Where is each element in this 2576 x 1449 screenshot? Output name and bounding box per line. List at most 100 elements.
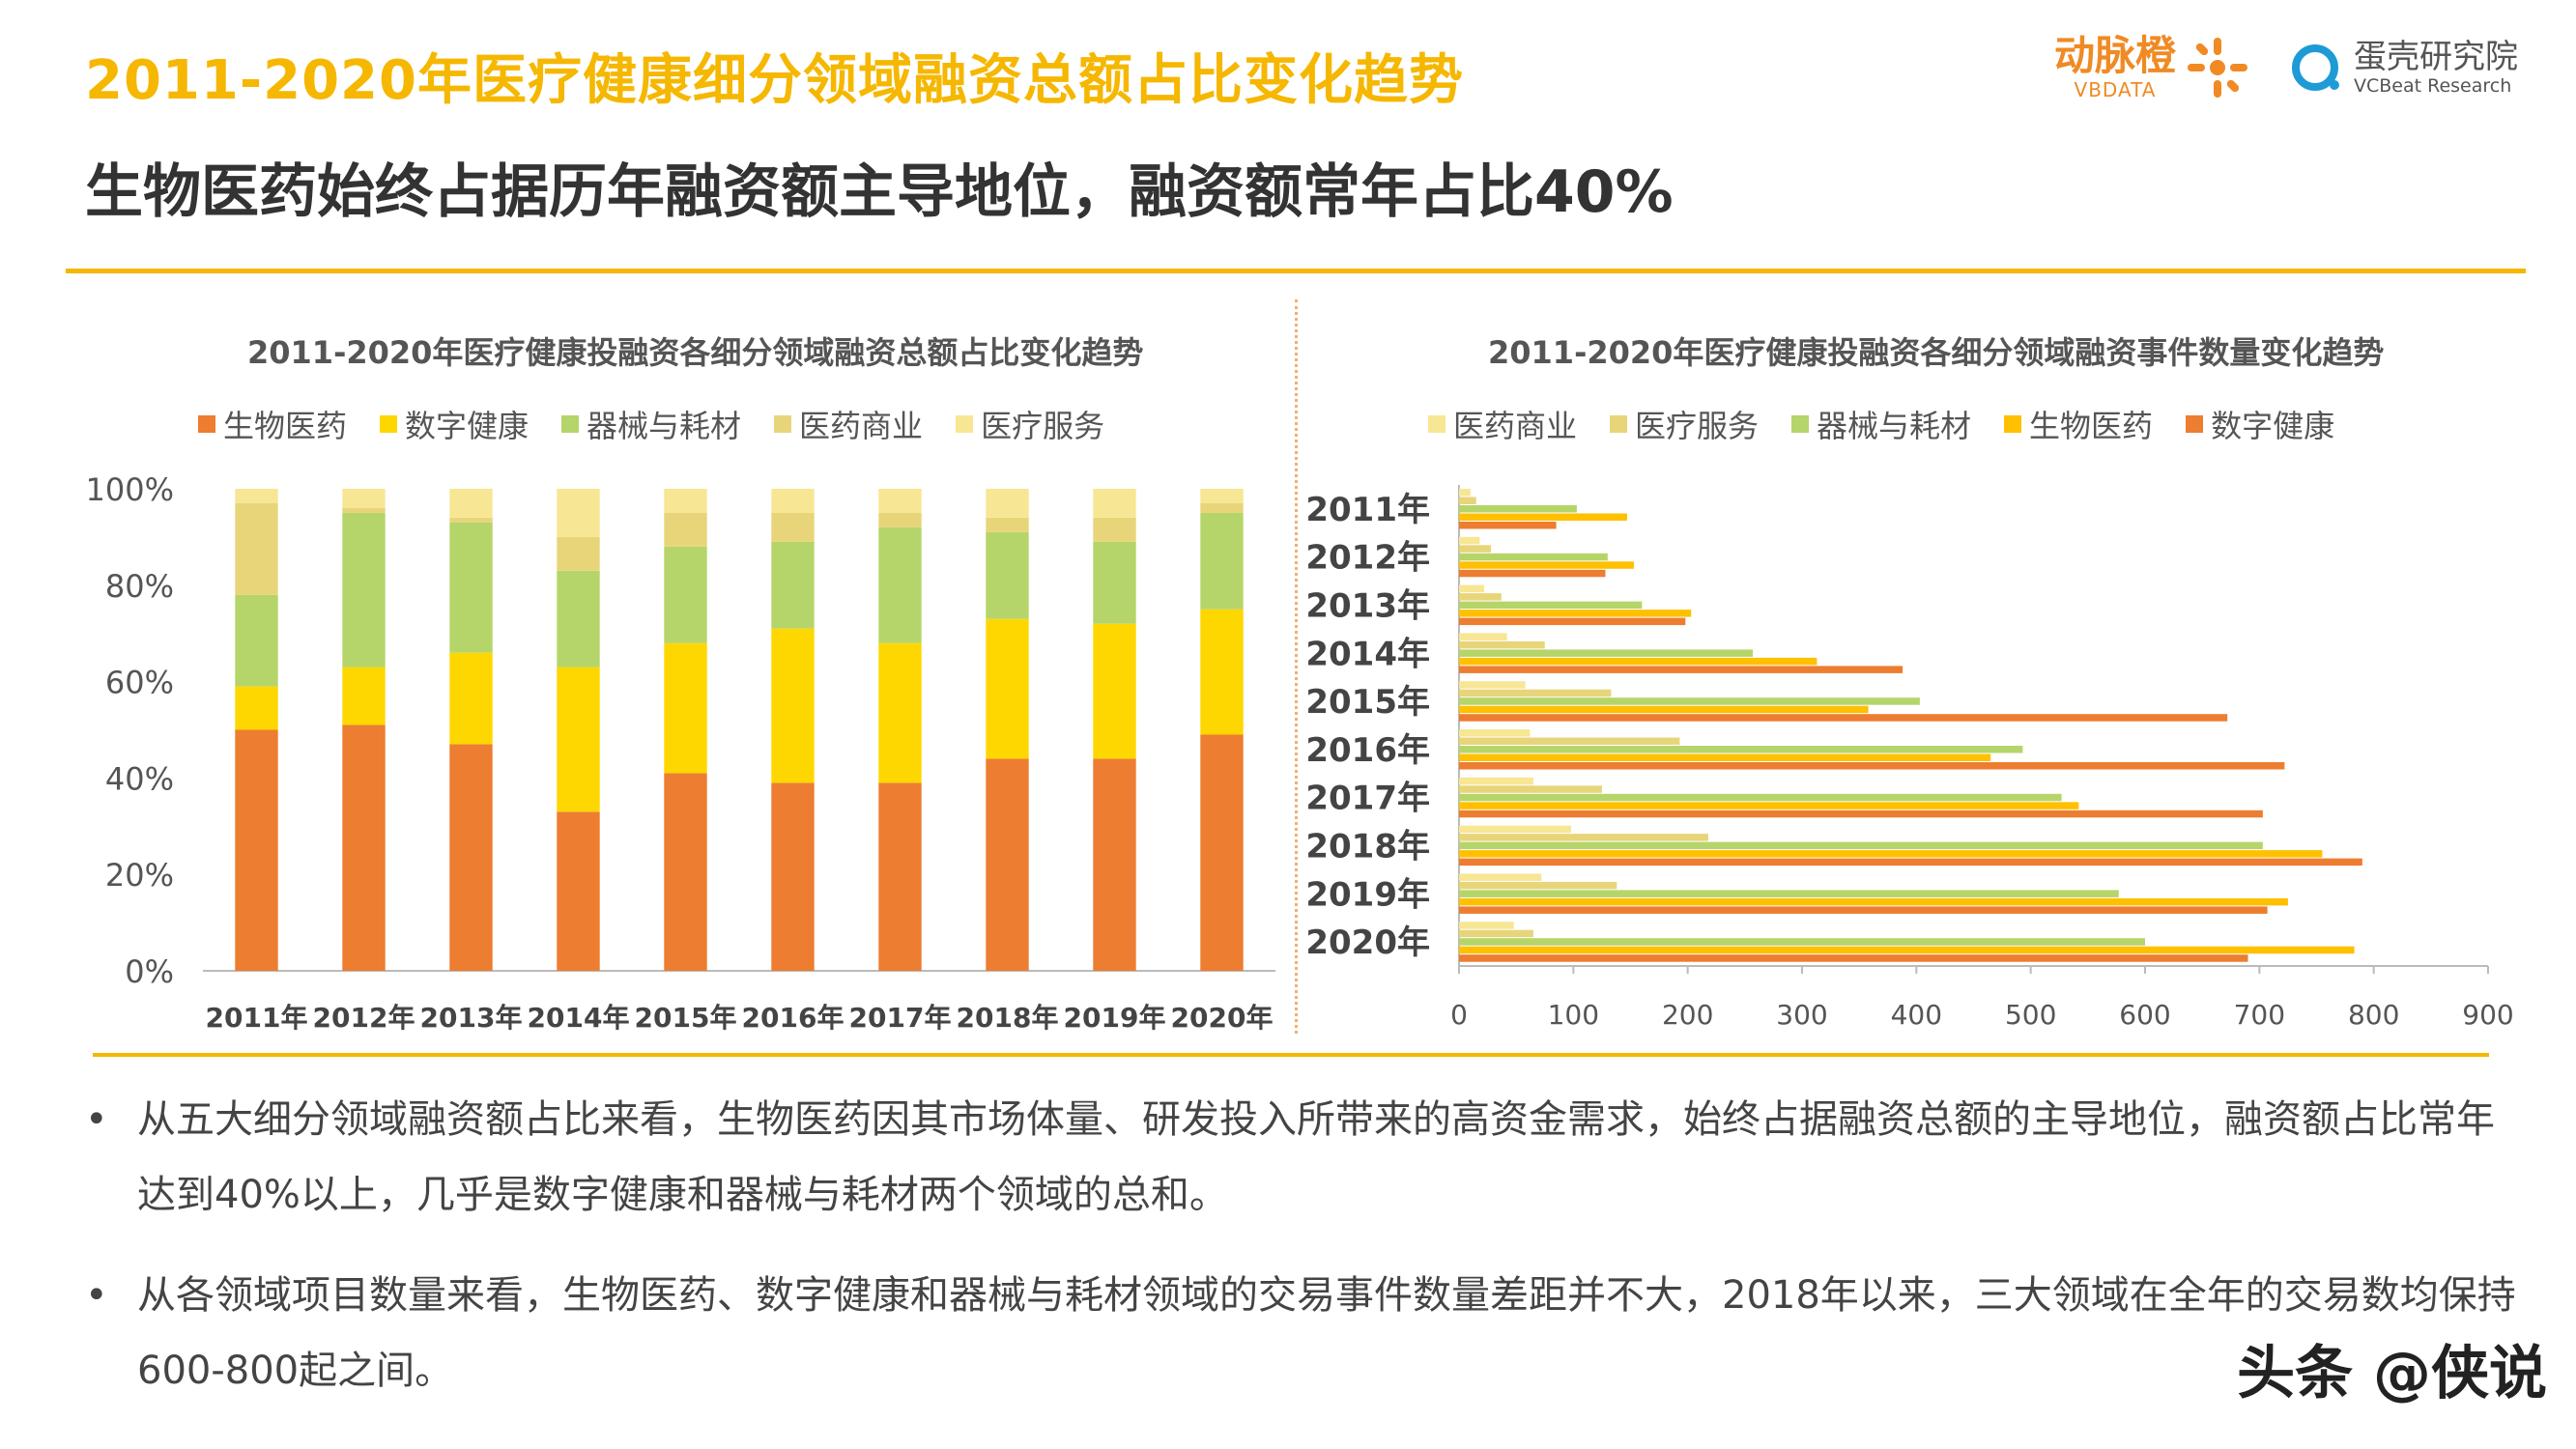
bar (1459, 649, 1754, 657)
bar (1459, 522, 1557, 529)
right-chart-title: 2011-2020年医疗健康投融资各细分领域融资事件数量变化趋势 (1488, 334, 2385, 371)
x-tick-label: 2011年 (206, 1002, 308, 1034)
bullet-list: • 从五大细分领域融资额占比来看，生物医药因其市场体量、研发投入所带来的高资金需… (85, 1082, 2520, 1434)
bar-segment (1093, 758, 1136, 971)
legend-item: 医疗服务 (1610, 402, 1759, 446)
y-tick-label: 100% (86, 471, 174, 508)
legend-swatch (198, 415, 215, 433)
bar-segment (1200, 502, 1244, 513)
y-tick-label: 20% (105, 857, 174, 894)
bullet-text: 从各领域项目数量来看，生物医药、数字健康和器械与耗材领域的交易事件数量差距并不大… (137, 1273, 2516, 1393)
page-title: 2011-2020年医疗健康细分领域融资总额占比变化趋势 (85, 49, 1464, 112)
bar (1459, 777, 1533, 785)
bottom-rule (93, 1053, 2489, 1057)
y-tick-label: 0% (125, 953, 174, 990)
bar-segment (557, 811, 600, 971)
legend-item: 数字健康 (2186, 402, 2334, 446)
bar-segment (235, 729, 278, 971)
bar (1459, 753, 1991, 761)
x-tick-label: 800 (2348, 999, 2399, 1031)
bullet-item: • 从五大细分领域融资额占比来看，生物医药因其市场体量、研发投入所带来的高资金需… (85, 1082, 2520, 1233)
bar-segment (664, 489, 707, 513)
bar-segment (1200, 512, 1244, 610)
bar-segment (664, 512, 707, 547)
legend-label: 医药商业 (1453, 408, 1578, 444)
legend-swatch (1791, 415, 1810, 433)
bar-segment (342, 667, 386, 725)
legend-item: 医药商业 (774, 402, 923, 446)
bar (1459, 584, 1485, 593)
bar-segment (986, 517, 1029, 532)
bar-segment (986, 758, 1029, 971)
y-tick-label: 2012年 (1305, 539, 1430, 578)
bar (1459, 834, 1708, 841)
bar-segment (771, 489, 815, 513)
x-tick-label: 200 (1662, 999, 1713, 1031)
bar-segment (235, 502, 278, 595)
x-tick-label: 2014年 (528, 1002, 630, 1034)
bar (1459, 601, 1643, 610)
legend-swatch (1610, 415, 1628, 433)
top-rule (66, 269, 2526, 273)
legend-label: 医药商业 (799, 408, 924, 444)
bar-segment (1200, 489, 1244, 503)
bar-segment (449, 517, 493, 523)
bar (1459, 922, 1514, 929)
bar-segment (878, 782, 922, 971)
bar-segment (449, 522, 493, 653)
legend-item: 生物医药 (198, 402, 347, 446)
bar (1459, 714, 2228, 722)
bar (1459, 897, 2288, 906)
bar (1459, 762, 2285, 770)
bar-segment (449, 652, 493, 745)
legend-swatch (2004, 415, 2022, 433)
x-tick-label: 2013年 (420, 1002, 523, 1034)
bar-segment (449, 744, 493, 971)
bar (1459, 705, 1869, 714)
x-tick-label: 2015年 (635, 1002, 737, 1034)
y-tick-label: 2016年 (1305, 731, 1430, 770)
y-tick-label: 2020年 (1305, 923, 1430, 962)
left-chart-legend: 生物医药 数字健康 器械与耗材 医药商业 医疗服务 (198, 402, 1137, 446)
legend-label: 数字健康 (405, 408, 530, 444)
legend-swatch (561, 415, 580, 433)
bar-segment (878, 642, 922, 783)
bar-segment (449, 489, 493, 518)
page-subtitle: 生物医药始终占据历年融资额主导地位，融资额常年占比40% (85, 158, 1674, 226)
x-tick-label: 400 (1891, 999, 1942, 1031)
y-tick-label: 2011年 (1305, 491, 1430, 529)
bar-segment (1200, 734, 1244, 971)
bar (1459, 561, 1635, 569)
x-tick-label: 100 (1548, 999, 1599, 1031)
vcbeat-logo-cn: 蛋壳研究院 (2354, 37, 2518, 76)
bar (1459, 497, 1476, 504)
legend-item: 生物医药 (2004, 402, 2153, 446)
watermark: 头条 @侠说 (2237, 1340, 2547, 1407)
vbdata-logo: 动脉橙 VBDATA (2054, 34, 2251, 101)
bar (1459, 513, 1627, 521)
y-tick-label: 80% (105, 568, 174, 605)
bullet-dot: • (85, 1097, 108, 1142)
bar-segment (557, 570, 600, 668)
left-chart-title: 2011-2020年医疗健康投融资各细分领域融资总额占比变化趋势 (247, 334, 1144, 371)
x-tick-label: 2019年 (1064, 1002, 1166, 1034)
legend-item: 器械与耗材 (561, 402, 741, 446)
bar (1459, 841, 2263, 850)
bar-segment (342, 724, 386, 971)
bar (1459, 873, 1542, 881)
bar-segment (664, 773, 707, 971)
bar-segment (235, 489, 278, 503)
bar-segment (235, 686, 278, 730)
bar (1459, 689, 1612, 697)
bar (1459, 657, 1818, 666)
legend-swatch (380, 415, 398, 433)
vbdata-logo-en: VBDATA (2074, 78, 2157, 101)
bullet-item: • 从各领域项目数量来看，生物医药、数字健康和器械与耗材领域的交易事件数量差距并… (85, 1258, 2520, 1408)
legend-label: 器械与耗材 (1817, 408, 1972, 444)
y-tick-label: 2019年 (1305, 875, 1430, 914)
bar-segment (1093, 623, 1136, 759)
bar (1459, 633, 1507, 640)
x-tick-label: 2016年 (742, 1002, 844, 1034)
y-tick-label: 2018年 (1305, 828, 1430, 867)
bar (1459, 785, 1602, 793)
